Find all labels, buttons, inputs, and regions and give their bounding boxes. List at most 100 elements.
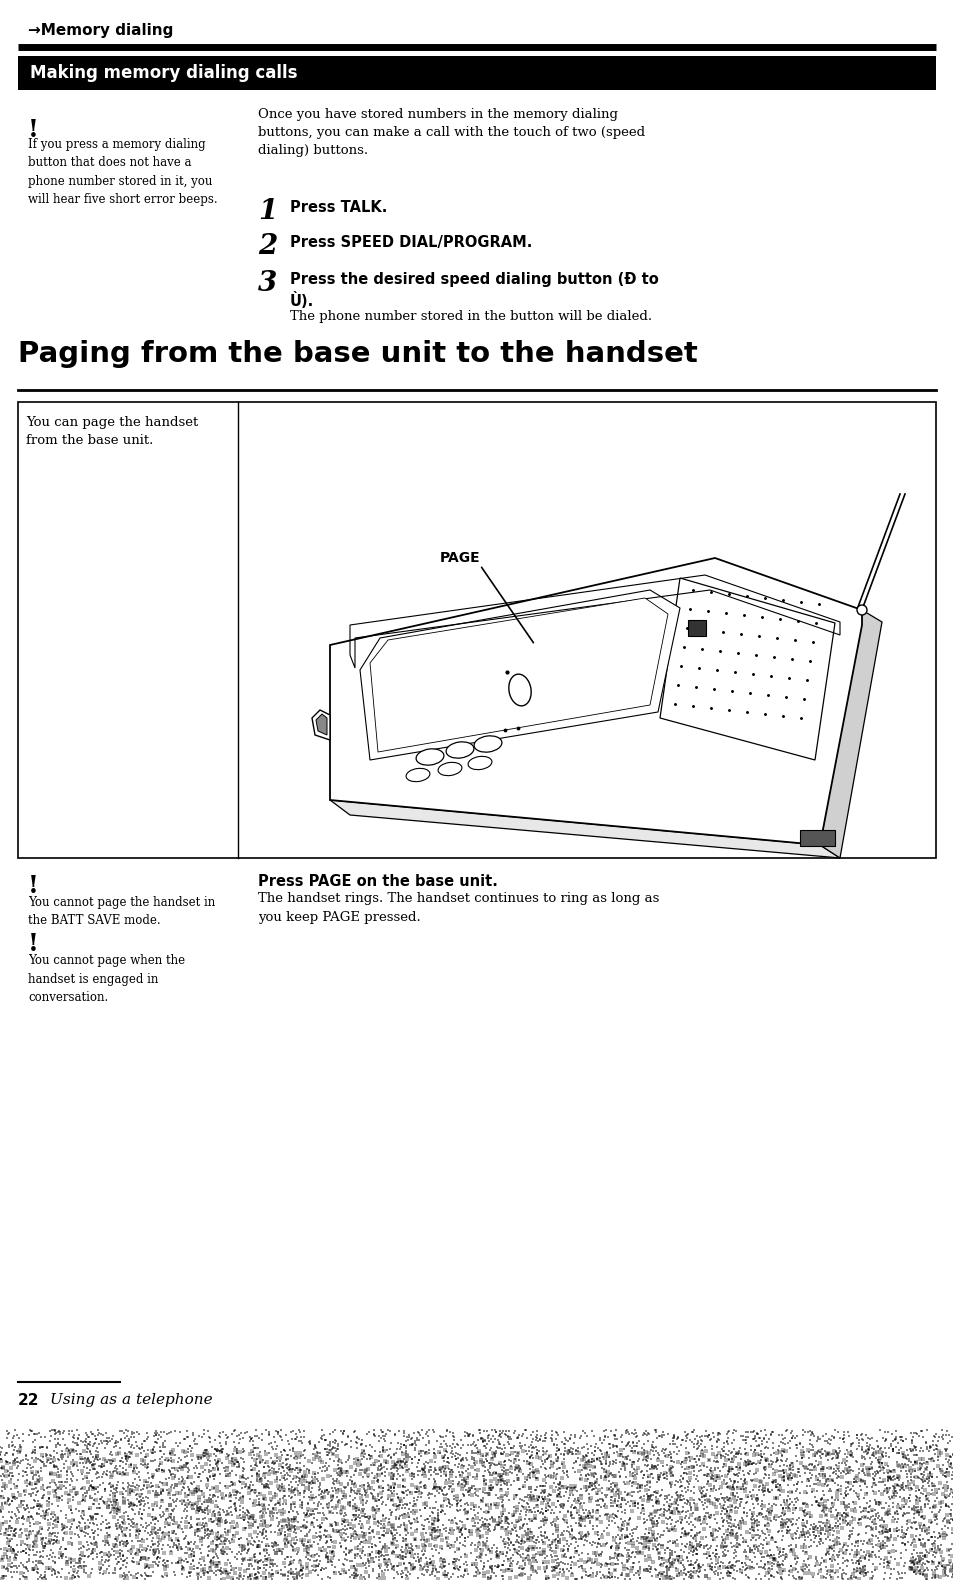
Point (304, 1484, 319, 1509)
Point (267, 1531, 282, 1556)
Point (347, 1419, 362, 1444)
Point (749, 1422, 764, 1447)
Point (154, 1536, 170, 1561)
Point (537, 1495, 553, 1520)
Point (835, 1507, 850, 1533)
Point (620, 1537, 636, 1563)
Point (187, 1477, 202, 1503)
Point (399, 1424, 415, 1449)
Point (246, 1542, 261, 1567)
Point (647, 1499, 662, 1525)
Point (249, 1462, 264, 1487)
Point (67, 1422, 82, 1447)
Point (563, 1495, 578, 1520)
Point (389, 1493, 404, 1518)
Point (727, 1499, 742, 1525)
Point (760, 1558, 776, 1580)
Point (481, 1499, 497, 1525)
Point (775, 1495, 790, 1520)
Point (199, 1441, 214, 1466)
Point (87, 1457, 102, 1482)
Point (559, 1499, 575, 1525)
Point (378, 1542, 394, 1567)
Point (311, 1430, 326, 1455)
Point (119, 1424, 134, 1449)
Point (579, 1462, 595, 1487)
Point (626, 1449, 641, 1474)
Point (659, 1498, 674, 1523)
Point (704, 1528, 720, 1553)
Point (423, 1463, 438, 1488)
Point (636, 1510, 651, 1536)
Point (608, 1447, 623, 1473)
Point (208, 1488, 223, 1514)
Point (828, 1444, 843, 1469)
Point (0, 1425, 14, 1450)
Point (887, 1424, 902, 1449)
Point (508, 1518, 523, 1544)
Point (501, 1487, 517, 1512)
Point (702, 1547, 718, 1572)
Point (440, 1487, 456, 1512)
Point (933, 1490, 948, 1515)
Point (580, 1563, 596, 1580)
Point (171, 1514, 186, 1539)
Point (779, 1487, 794, 1512)
Point (713, 1482, 728, 1507)
Point (773, 1493, 788, 1518)
Point (449, 1492, 464, 1517)
Point (902, 1476, 917, 1501)
Point (775, 1427, 790, 1452)
Point (222, 1550, 237, 1575)
Point (863, 1566, 879, 1580)
Point (100, 1430, 115, 1455)
Point (542, 1482, 558, 1507)
Point (733, 1441, 748, 1466)
Point (279, 1544, 294, 1569)
Point (77, 1510, 92, 1536)
Point (347, 1563, 362, 1580)
Point (253, 1450, 268, 1476)
Point (328, 1428, 343, 1454)
Point (610, 1547, 625, 1572)
Point (731, 1460, 746, 1485)
Point (387, 1525, 402, 1550)
Point (803, 1479, 819, 1504)
Point (550, 1471, 565, 1496)
Point (0, 1547, 10, 1572)
Point (455, 1446, 470, 1471)
Point (517, 1503, 533, 1528)
Point (493, 1463, 508, 1488)
Point (286, 1504, 301, 1529)
Point (421, 1428, 436, 1454)
Point (0, 1435, 8, 1460)
Point (163, 1463, 178, 1488)
Point (556, 1441, 571, 1466)
Point (589, 1534, 604, 1559)
Point (294, 1424, 309, 1449)
Point (786, 1520, 801, 1545)
Point (543, 1510, 558, 1536)
Point (76, 1520, 91, 1545)
Point (68, 1430, 83, 1455)
Point (905, 1473, 921, 1498)
Point (335, 1479, 351, 1504)
Point (48, 1503, 63, 1528)
Point (859, 1438, 874, 1463)
Point (314, 1479, 330, 1504)
Point (218, 1558, 233, 1580)
Point (322, 1430, 337, 1455)
Point (78, 1465, 93, 1490)
Point (717, 1544, 732, 1569)
Point (338, 1536, 354, 1561)
Point (493, 1476, 508, 1501)
Point (511, 1555, 526, 1580)
Point (700, 1536, 715, 1561)
Point (698, 1484, 713, 1509)
Point (587, 1438, 602, 1463)
Point (375, 1476, 390, 1501)
Point (749, 1441, 764, 1466)
Point (843, 1531, 859, 1556)
Point (933, 1460, 948, 1485)
Point (492, 1431, 507, 1457)
